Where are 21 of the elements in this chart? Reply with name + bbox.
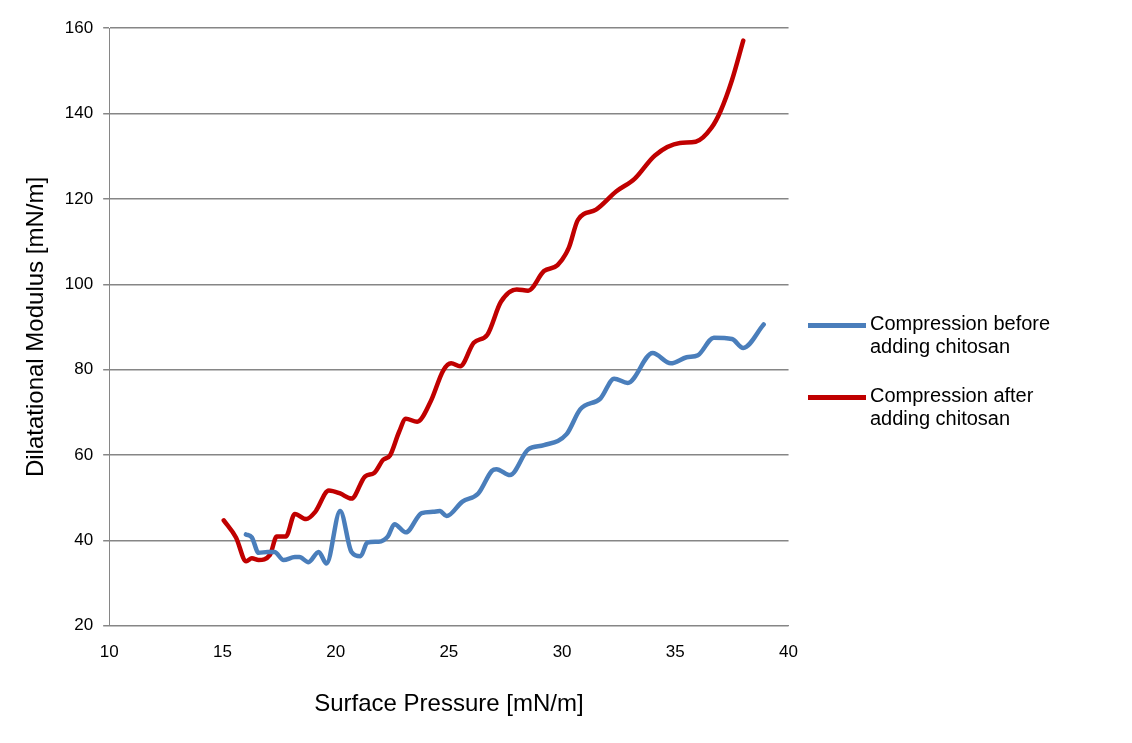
y-axis-title: Dilatational Modulus [mN/m]	[21, 176, 49, 478]
line-series	[221, 38, 746, 564]
y-tick-label: 100	[64, 274, 94, 293]
x-tick-label: 25	[439, 641, 459, 661]
x-tick-label: 40	[779, 641, 799, 661]
y-tick-label: 140	[64, 103, 94, 123]
x-tick-label: 10	[99, 641, 119, 661]
legend-label: Compression before adding chitosan	[870, 311, 1052, 358]
legend-label: Compression after adding chitosan	[870, 383, 1035, 430]
x-axis-title: Surface Pressure [mN/m]	[314, 689, 584, 717]
y-tick-label: 20	[74, 615, 94, 635]
y-tick-label: 120	[64, 188, 94, 208]
x-tick-label: 15	[212, 641, 232, 661]
line-series	[243, 322, 766, 566]
y-tick-label: 80	[74, 359, 94, 379]
y-tick-label: 40	[74, 530, 94, 550]
x-tick-label: 30	[552, 641, 572, 661]
y-tick-label: 160	[64, 17, 94, 37]
y-tick-label: 60	[74, 444, 94, 464]
x-tick-label: 20	[326, 641, 346, 661]
x-tick-label: 35	[665, 641, 685, 661]
